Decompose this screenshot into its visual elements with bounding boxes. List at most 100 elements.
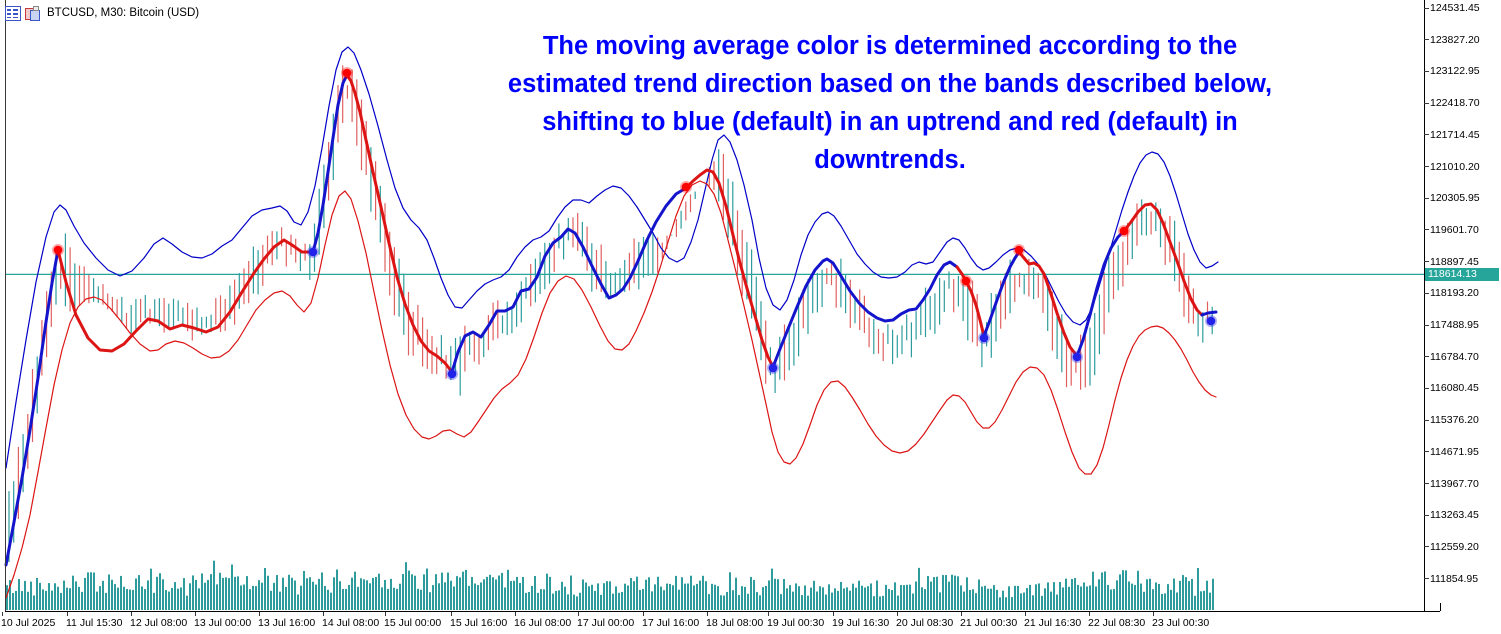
time-axis-tick xyxy=(768,612,769,616)
time-axis-label: 20 Jul 08:30 xyxy=(896,617,954,629)
time-axis-label: 15 Jul 00:00 xyxy=(384,617,442,629)
price-axis-tick xyxy=(1424,324,1429,326)
price-axis-label: 113263.45 xyxy=(1430,509,1479,522)
price-axis-tick xyxy=(1424,451,1429,453)
price-axis-label: 118193.20 xyxy=(1430,287,1479,300)
price-axis-label: 121010.20 xyxy=(1430,160,1480,173)
price-axis-tick xyxy=(1424,514,1429,516)
time-axis-label: 12 Jul 08:00 xyxy=(130,617,188,629)
time-axis-label: 19 Jul 16:30 xyxy=(832,617,890,629)
price-axis-tick xyxy=(1424,578,1429,580)
time-axis-label: 18 Jul 08:00 xyxy=(706,617,764,629)
price-axis-label: 116080.45 xyxy=(1430,382,1479,395)
chart-symbol-title: BTCUSD, M30: Bitcoin (USD) xyxy=(47,7,200,19)
time-axis-tick xyxy=(131,612,132,616)
price-axis-tick xyxy=(1424,356,1429,358)
time-axis-label: 13 Jul 16:00 xyxy=(258,617,316,629)
price-axis-tick xyxy=(1424,166,1429,167)
buy-signal-dot xyxy=(979,333,989,343)
price-axis-label: 118897.45 xyxy=(1430,255,1479,268)
time-axis-tick xyxy=(1153,612,1154,616)
time-axis-tick xyxy=(385,612,386,616)
price-axis-label: 115376.20 xyxy=(1430,414,1479,427)
price-axis-label: 123122.95 xyxy=(1430,65,1480,78)
time-axis-tick xyxy=(833,612,834,616)
price-axis-tick xyxy=(1424,419,1429,421)
price-axis-tick xyxy=(1424,483,1429,484)
price-axis-label: 117488.95 xyxy=(1430,319,1479,331)
buy-signal-dot xyxy=(447,369,457,379)
annotation-line-2: estimated trend direction based on the b… xyxy=(507,70,1273,98)
buy-signal-dot xyxy=(1206,316,1216,326)
time-axis-tick xyxy=(323,612,324,616)
sell-signal-dot xyxy=(1014,245,1024,255)
sell-signal-dot xyxy=(961,276,971,286)
sell-signal-dot xyxy=(681,182,691,192)
time-axis-tick xyxy=(1025,612,1026,616)
price-axis-label: 114671.95 xyxy=(1430,445,1479,458)
price-axis-tick xyxy=(1424,102,1429,104)
time-axis-label: 14 Jul 08:00 xyxy=(322,617,380,629)
buy-signal-dot xyxy=(1072,352,1082,362)
price-axis-tick xyxy=(1424,39,1429,41)
price-axis-label: 116784.70 xyxy=(1430,350,1479,363)
price-axis-tick xyxy=(1424,134,1429,136)
chart-title-bar: BTCUSD, M30: Bitcoin (USD) xyxy=(5,5,199,21)
price-axis-tick xyxy=(1424,387,1429,389)
time-axis-tick xyxy=(67,612,68,616)
buy-signal-dot xyxy=(308,247,318,257)
price-axis-label: 113967.70 xyxy=(1430,477,1479,490)
time-axis-tick xyxy=(195,612,196,616)
time-axis-tick xyxy=(1089,612,1090,616)
price-axis-label: 112559.20 xyxy=(1430,540,1479,553)
sell-signal-dot xyxy=(53,245,63,255)
current-price-tag: 118614.13 xyxy=(1425,268,1499,281)
price-axis-tick xyxy=(1424,292,1429,294)
price-axis-tick xyxy=(1424,229,1429,231)
time-axis-tick xyxy=(897,612,898,616)
price-axis-label: 119601.70 xyxy=(1430,223,1479,236)
time-axis-tick xyxy=(451,612,452,616)
time-axis-tick xyxy=(643,612,644,616)
time-axis-label: 17 Jul 00:00 xyxy=(577,617,635,629)
price-axis-label: 111854.95 xyxy=(1430,572,1479,585)
time-axis-tick xyxy=(259,612,260,616)
time-axis-tick xyxy=(515,612,516,616)
time-axis-label: 16 Jul 08:00 xyxy=(514,617,572,629)
time-axis-label: 10 Jul 2025 xyxy=(1,617,56,629)
time-axis-label: 13 Jul 00:00 xyxy=(194,617,252,629)
time-axis-label: 23 Jul 00:30 xyxy=(1152,617,1210,629)
time-axis-tick xyxy=(578,612,579,616)
annotation-line-4: downtrends. xyxy=(814,146,966,174)
time-axis-label: 21 Jul 00:30 xyxy=(960,617,1018,629)
price-axis-tick xyxy=(1424,7,1429,9)
price-axis-label: 123827.20 xyxy=(1430,33,1480,46)
time-axis-tick xyxy=(2,612,3,616)
price-axis-label: 121714.45 xyxy=(1430,128,1480,141)
price-axis-tick xyxy=(1424,546,1429,548)
time-axis-label: 21 Jul 16:30 xyxy=(1024,617,1082,629)
time-axis-label: 15 Jul 16:00 xyxy=(450,617,508,629)
chart-window-icon[interactable] xyxy=(25,6,40,21)
time-axis-label: 22 Jul 08:30 xyxy=(1088,617,1146,629)
annotation-line-1: The moving average color is determined a… xyxy=(542,32,1238,60)
annotation-text: The moving average color is determined a… xyxy=(405,27,1375,179)
time-axis-tick xyxy=(961,612,962,616)
annotation-line-3: shifting to blue (default) in an uptrend… xyxy=(542,108,1238,136)
price-axis-tick xyxy=(1424,261,1429,263)
time-axis-label: 17 Jul 16:00 xyxy=(642,617,700,629)
time-axis-tick xyxy=(707,612,708,616)
buy-signal-dot xyxy=(768,363,778,373)
price-axis-label: 122418.70 xyxy=(1430,97,1480,110)
time-axis-label: 19 Jul 00:30 xyxy=(767,617,825,629)
sell-signal-dot xyxy=(342,68,352,78)
time-axis-label: 11 Jul 15:30 xyxy=(66,617,123,629)
price-axis-tick xyxy=(1424,70,1429,72)
price-axis-label: 124531.45 xyxy=(1430,2,1480,14)
depth-of-market-icon[interactable] xyxy=(5,5,21,21)
sell-signal-dot xyxy=(1119,226,1129,236)
price-axis-label: 120305.95 xyxy=(1430,192,1480,205)
price-axis-tick xyxy=(1424,197,1429,199)
